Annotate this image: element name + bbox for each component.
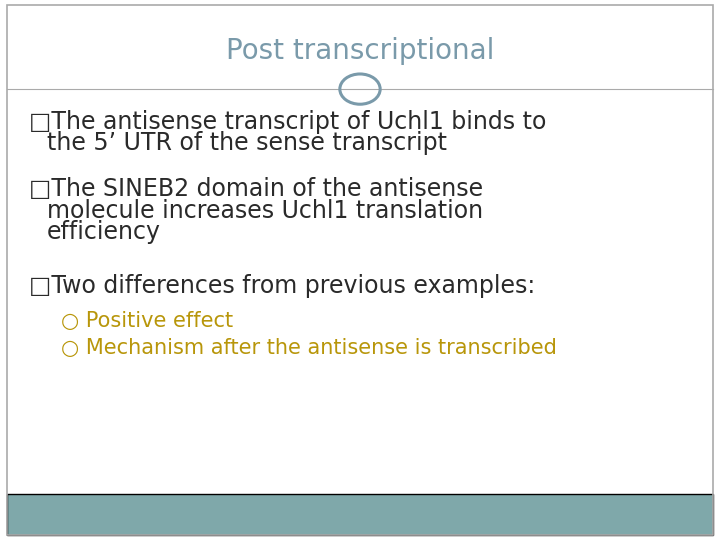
- Text: □The SINEB2 domain of the antisense: □The SINEB2 domain of the antisense: [29, 177, 483, 201]
- Text: ○ Positive effect: ○ Positive effect: [61, 311, 233, 332]
- Text: Post transcriptional: Post transcriptional: [226, 37, 494, 65]
- Text: ○ Mechanism after the antisense is transcribed: ○ Mechanism after the antisense is trans…: [61, 338, 557, 359]
- FancyBboxPatch shape: [7, 494, 713, 535]
- Text: efficiency: efficiency: [47, 220, 161, 244]
- Text: □The antisense transcript of Uchl1 binds to: □The antisense transcript of Uchl1 binds…: [29, 110, 546, 133]
- Text: the 5’ UTR of the sense transcript: the 5’ UTR of the sense transcript: [47, 131, 447, 155]
- Text: molecule increases Uchl1 translation: molecule increases Uchl1 translation: [47, 199, 483, 222]
- Text: □Two differences from previous examples:: □Two differences from previous examples:: [29, 274, 535, 298]
